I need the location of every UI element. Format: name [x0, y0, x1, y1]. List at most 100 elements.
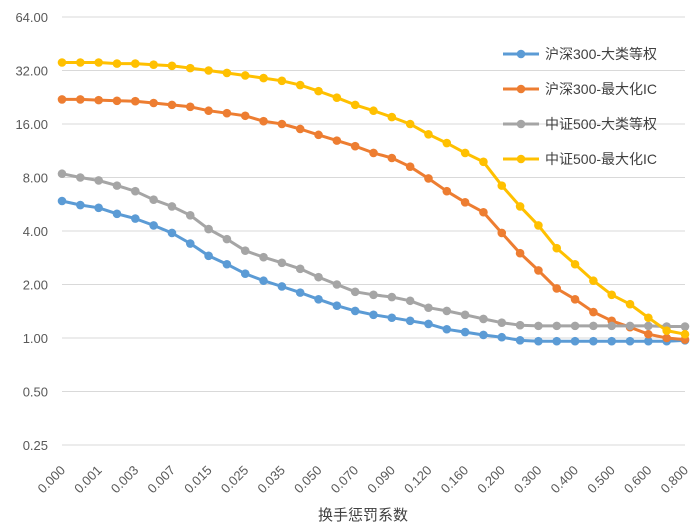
x-tick-label: 0.035: [254, 463, 288, 497]
data-point: [515, 248, 525, 258]
legend-item-3: 中证500-大类等权: [503, 116, 657, 132]
data-point: [387, 153, 397, 163]
data-point: [534, 266, 543, 275]
data-point: [222, 259, 232, 269]
x-tick-label: 0.400: [548, 463, 582, 497]
data-point: [497, 318, 507, 327]
data-point: [607, 290, 617, 300]
data-point: [240, 71, 250, 80]
legend-swatch-marker: [516, 84, 526, 94]
x-tick-label: 0.160: [438, 463, 472, 497]
data-point: [662, 326, 671, 335]
legend-label: 沪深300-大类等权: [545, 46, 657, 62]
data-point: [570, 321, 580, 331]
data-point: [442, 186, 452, 196]
x-tick-label: 0.025: [218, 463, 252, 497]
data-point: [204, 251, 213, 261]
y-tick-label: 4.00: [23, 224, 48, 239]
legend-item-2: 沪深300-最大化IC: [503, 81, 657, 97]
x-tick-label: 0.090: [364, 463, 398, 497]
x-tick-label: 0.600: [621, 463, 655, 497]
data-point: [222, 68, 232, 78]
data-point: [460, 148, 470, 158]
legend-swatch-marker: [516, 119, 526, 129]
data-point: [405, 296, 415, 306]
y-tick-label: 0.25: [23, 438, 48, 453]
data-point: [644, 321, 653, 331]
data-point: [149, 60, 158, 69]
data-point: [94, 95, 103, 105]
legend-swatch-marker: [516, 154, 526, 164]
x-tick-label: 0.007: [144, 463, 178, 497]
data-point: [277, 282, 287, 291]
legend-item-1: 沪深300-大类等权: [503, 46, 657, 62]
x-tick-label: 0.500: [584, 463, 618, 497]
series-lines: [57, 58, 690, 346]
x-tick-label: 0.120: [401, 463, 435, 497]
data-point: [130, 186, 140, 196]
y-tick-label: 8.00: [23, 171, 48, 186]
data-point: [369, 106, 378, 116]
y-tick-label: 1.00: [23, 331, 48, 346]
data-point: [515, 202, 525, 211]
data-point: [625, 299, 635, 309]
data-point: [680, 322, 690, 331]
legend-label: 中证500-大类等权: [545, 116, 657, 132]
data-point: [167, 228, 177, 238]
data-point: [424, 303, 433, 313]
data-point: [607, 336, 617, 346]
data-point: [369, 290, 378, 300]
data-point: [442, 324, 452, 334]
data-point: [332, 136, 342, 145]
data-point: [277, 119, 287, 129]
series-1: [57, 196, 690, 346]
data-point: [295, 264, 305, 274]
data-point: [332, 301, 342, 310]
data-point: [405, 119, 415, 129]
data-point: [644, 329, 653, 339]
data-point: [515, 336, 525, 345]
data-point: [534, 336, 543, 346]
data-point: [204, 224, 213, 234]
data-point: [589, 336, 598, 346]
data-point: [130, 214, 140, 223]
y-tick-label: 64.00: [15, 10, 48, 25]
legend-label: 沪深300-最大化IC: [545, 81, 657, 97]
data-point: [497, 332, 507, 342]
y-axis: 0.25 0.50 1.00 2.00 4.00 8.00 16.00 32.00 64.00: [15, 10, 48, 453]
y-tick-label: 32.00: [15, 64, 48, 79]
data-point: [295, 288, 305, 297]
data-point: [185, 239, 195, 248]
data-point: [130, 96, 140, 106]
data-point: [112, 59, 122, 68]
data-point: [130, 59, 140, 68]
data-point: [167, 100, 177, 110]
x-axis: 0.000 0.001 0.003 0.007 0.015 0.025 0.035 0.050…: [35, 463, 692, 497]
y-tick-label: 16.00: [15, 117, 48, 132]
data-point: [277, 76, 287, 86]
data-point: [387, 313, 397, 323]
data-point: [149, 221, 158, 230]
data-point: [589, 307, 598, 317]
series-2: [57, 95, 690, 344]
data-point: [185, 102, 195, 112]
data-point: [314, 130, 323, 140]
data-point: [149, 195, 158, 205]
data-point: [57, 95, 67, 104]
data-point: [369, 148, 378, 158]
data-point: [552, 243, 562, 253]
data-point: [314, 272, 323, 282]
data-point: [644, 336, 653, 346]
data-point: [259, 276, 268, 286]
x-tick-label: 0.003: [108, 463, 142, 497]
data-point: [662, 333, 671, 343]
data-point: [167, 202, 177, 211]
data-point: [314, 86, 323, 96]
data-point: [76, 95, 85, 104]
data-point: [240, 269, 250, 279]
data-point: [460, 310, 470, 320]
data-point: [185, 211, 195, 220]
data-point: [644, 313, 653, 323]
